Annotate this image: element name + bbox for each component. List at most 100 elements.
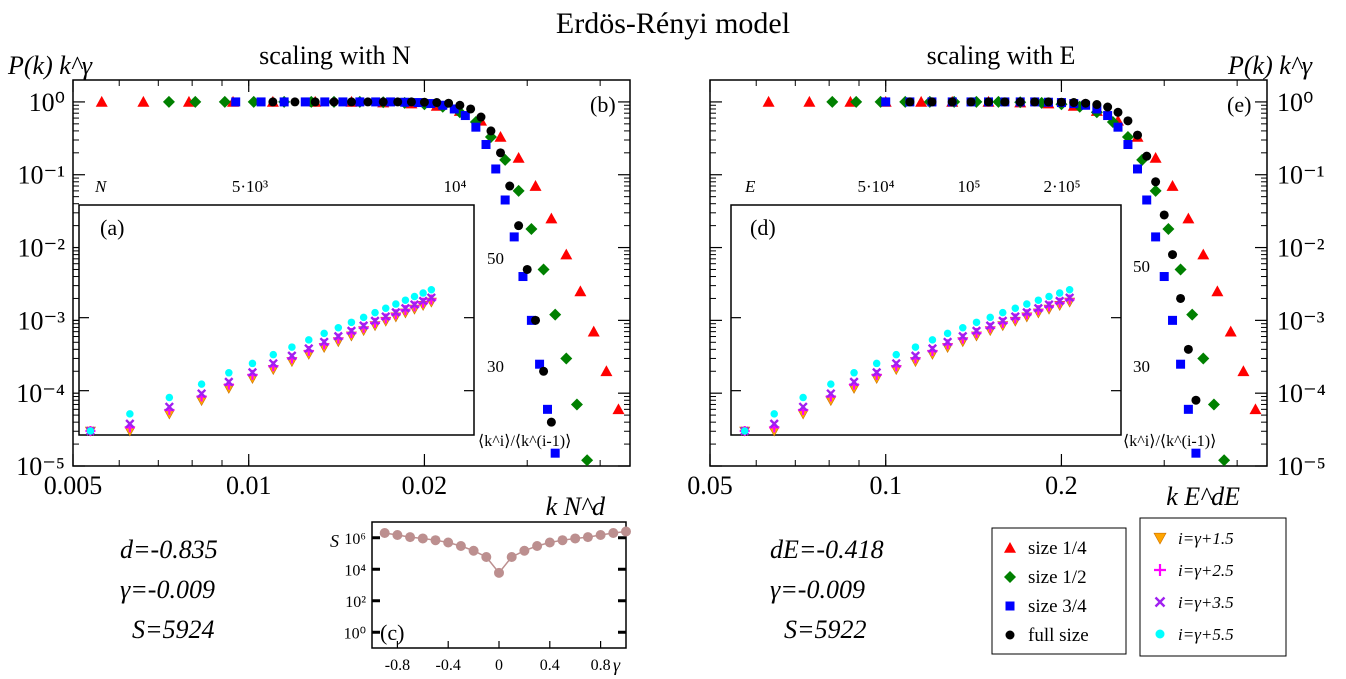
data-point <box>347 318 356 327</box>
data-point <box>338 97 348 107</box>
data-point <box>1176 293 1186 303</box>
data-point <box>947 97 957 107</box>
data-point <box>256 97 266 107</box>
legend-marker <box>1154 596 1166 608</box>
y-tick-label: 10⁻³ <box>1277 306 1325 335</box>
y-tick-label: 10⁻⁵ <box>1277 452 1326 481</box>
legend-i: i=γ+1.5 i=γ+2.5 i=γ+3.5 i=γ+5.5 <box>1153 529 1234 644</box>
data-point <box>1142 195 1152 205</box>
y-tick-label: 10⁻⁴ <box>16 379 65 408</box>
data-point <box>1103 111 1113 121</box>
data-point <box>1010 311 1020 322</box>
data-point <box>1045 292 1053 301</box>
data-point <box>1056 97 1066 107</box>
x-tick-label: 0.02 <box>402 471 448 500</box>
data-point <box>1023 300 1031 308</box>
data-point <box>438 100 448 110</box>
data-point <box>560 352 573 365</box>
data-point <box>1162 222 1175 235</box>
left-main-frame <box>72 79 631 467</box>
data-point <box>546 417 556 427</box>
inset-c-xlabel: γ <box>613 655 621 675</box>
y-tick-label: 10⁻¹ <box>17 161 65 190</box>
right-yaxis: 10⁰ 10⁻¹ 10⁻² 10⁻³ 10⁻⁴ 10⁻⁵ <box>710 79 1326 481</box>
data-point <box>86 427 95 435</box>
left-main-series <box>95 95 625 467</box>
data-point <box>417 533 428 544</box>
data-point <box>509 232 519 242</box>
data-point <box>911 343 920 351</box>
data-point <box>320 329 328 338</box>
y-tick-label: 10⁻² <box>1277 234 1325 263</box>
data-point <box>162 95 175 108</box>
inset-c-axes: 10⁶ 10⁴ 10² 10⁰ -0.8 -0.4 0 0.4 0.8 <box>344 531 626 674</box>
data-point <box>958 331 968 341</box>
data-point <box>595 529 606 540</box>
data-point <box>426 99 436 109</box>
data-point <box>430 535 441 546</box>
data-point <box>1015 97 1025 107</box>
panel-label-c: (c) <box>380 620 404 645</box>
data-point <box>359 321 369 331</box>
legend-marker <box>1153 532 1167 545</box>
data-point <box>621 526 631 537</box>
data-point <box>455 100 465 110</box>
legend-marker <box>1004 542 1016 553</box>
data-point <box>449 104 459 114</box>
data-point <box>518 272 528 282</box>
data-point <box>1069 98 1079 108</box>
inset-d-ylabel: ⟨k^i⟩/⟨k^(i-1)⟩ <box>1123 433 1216 450</box>
data-point <box>444 98 454 108</box>
x-tick-label: 0.05 <box>687 471 733 500</box>
data-point <box>959 323 967 332</box>
legend-marker <box>1154 564 1166 576</box>
data-point <box>798 402 808 412</box>
data-point <box>355 97 365 107</box>
data-point <box>915 95 928 107</box>
data-point <box>363 97 373 107</box>
inset-c-x-tick-label: 0.4 <box>540 657 560 674</box>
data-point <box>427 285 436 294</box>
data-point <box>381 311 391 322</box>
data-point <box>406 97 416 107</box>
data-point <box>612 403 625 415</box>
data-point <box>382 304 390 313</box>
data-point <box>329 97 339 107</box>
legend-label: i=γ+5.5 <box>1178 625 1234 644</box>
data-point <box>1043 97 1053 107</box>
right-main-frame <box>709 79 1268 467</box>
x-tick-label: 0.2 <box>1045 471 1078 500</box>
data-point <box>1092 100 1102 110</box>
right-xaxis: 0.05 0.1 0.2 <box>687 80 1238 500</box>
y-tick-label: 10⁻² <box>17 234 65 263</box>
data-point <box>218 95 231 108</box>
data-point <box>391 307 401 317</box>
inset-c-series <box>379 526 631 578</box>
legend-label: size 3/4 <box>1028 596 1087 617</box>
data-point <box>269 350 278 359</box>
data-point <box>379 528 390 539</box>
data-point <box>319 337 329 347</box>
data-point <box>1207 398 1220 411</box>
data-point <box>494 567 504 578</box>
data-point <box>471 122 481 132</box>
left-param-gamma: γ=-0.009 <box>120 575 215 604</box>
y-tick-label: 10⁰ <box>1277 88 1313 117</box>
data-point <box>532 540 543 551</box>
inset-a-right-tick-2: 30 <box>487 357 504 376</box>
inset-a-top-tick-1: 5·10³ <box>232 177 268 196</box>
data-point <box>300 97 310 107</box>
left-header: scaling with N <box>259 41 411 70</box>
data-point <box>826 388 836 399</box>
data-point <box>582 532 593 543</box>
data-point <box>587 325 600 337</box>
data-point <box>850 369 858 377</box>
data-point <box>413 98 423 108</box>
data-point <box>600 365 613 377</box>
data-point <box>419 97 429 107</box>
data-point <box>370 316 380 326</box>
data-point <box>500 195 510 205</box>
data-point <box>770 410 778 418</box>
data-point <box>310 97 320 107</box>
data-point <box>346 326 357 336</box>
